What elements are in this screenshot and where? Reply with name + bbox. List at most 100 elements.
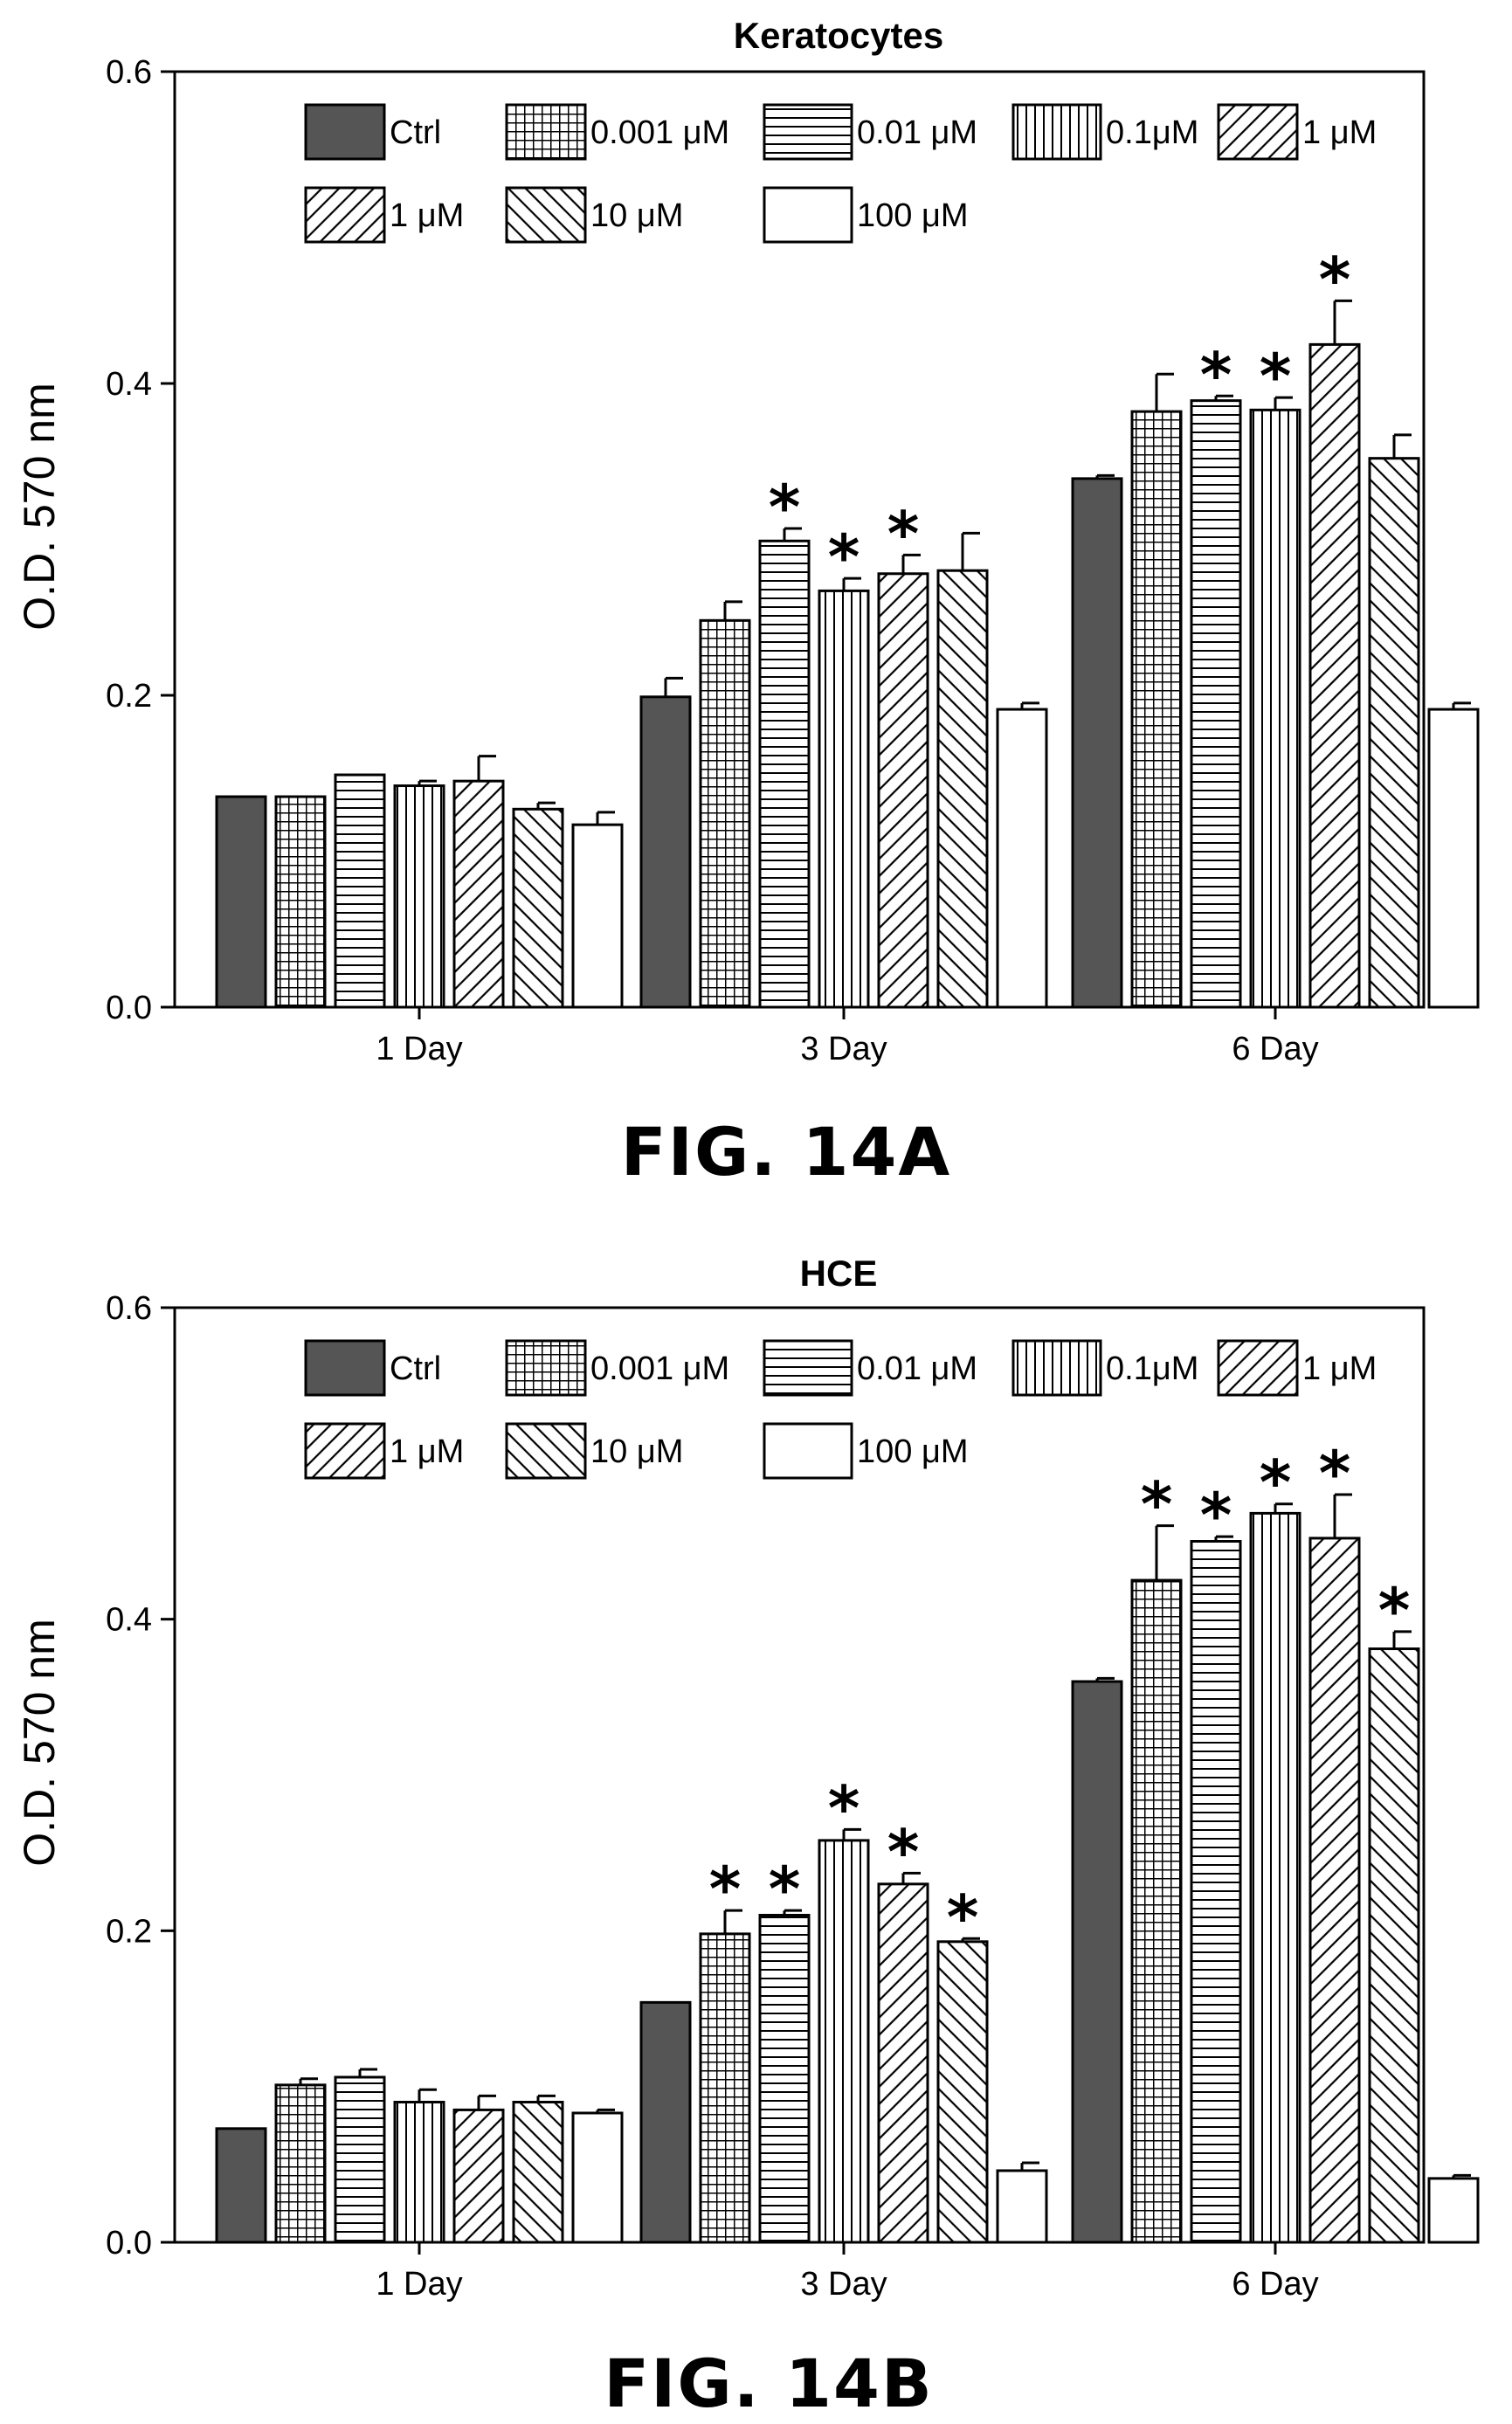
x-tick-label: 3 Day <box>800 1031 887 1067</box>
bar <box>1427 2177 1480 2244</box>
bar <box>215 2127 267 2244</box>
y-axis-ticks: 0.0 0.2 0.4 0.6 <box>106 54 175 1026</box>
legend-label: Ctrl <box>390 1350 441 1387</box>
bar <box>393 784 445 1009</box>
bar <box>758 539 811 1009</box>
x-tick-label: 3 Day <box>800 2266 887 2303</box>
bar <box>877 572 929 1009</box>
chart-hce: HCE O.D. 570 nm 0.0 0.2 0.4 0.6 * * * * * * * * ** … <box>15 1253 1480 2422</box>
bar <box>334 2075 386 2244</box>
bar <box>1249 1511 1301 2244</box>
y-axis-label: O.D. 570 nm <box>15 383 64 630</box>
legend-swatch <box>304 103 386 161</box>
bar <box>699 1932 751 2244</box>
significance-star: * <box>1260 341 1292 412</box>
bar <box>1308 342 1361 1009</box>
bar <box>215 795 267 1009</box>
y-tick-label: 0.0 <box>106 990 152 1026</box>
significance-star: * <box>1200 339 1232 411</box>
x-axis-ticks: 1 Day 3 Day 6 Day <box>376 2242 1319 2303</box>
significance-star: * <box>1378 1575 1411 1647</box>
figure-caption: FIG. 14B <box>604 2345 934 2422</box>
significance-star: * <box>1200 1480 1232 1551</box>
y-tick-label: 0.6 <box>106 54 152 91</box>
legend-swatch <box>505 103 587 161</box>
bar <box>1368 1647 1420 2244</box>
bar <box>758 1914 811 2244</box>
bar <box>274 2083 327 2244</box>
significance-star: * <box>887 1816 920 1888</box>
significance-star: * <box>1319 1438 1351 1509</box>
legend-swatch <box>505 1339 587 1397</box>
bar <box>936 569 989 1009</box>
legend-label: 100 μM <box>857 1433 969 1470</box>
bars-layer: * * * * * * * * * * <box>215 1438 1480 2244</box>
legend-label: 0.001 μM <box>590 1350 729 1387</box>
y-tick-label: 0.0 <box>106 2225 152 2262</box>
legend: Ctrl 0.001 μM 0.01 μM 0.1μM 1 μM 1 μM 10 μM 100… <box>304 1339 1377 1480</box>
bar <box>1190 399 1242 1009</box>
bar <box>699 618 751 1009</box>
bar <box>512 2101 564 2244</box>
legend-swatch <box>1217 1339 1299 1397</box>
legend-swatch <box>304 1422 386 1480</box>
bar <box>1130 410 1183 1009</box>
legend-swatch <box>1011 103 1102 161</box>
chart-keratocytes: Keratocytes O.D. 570 nm 0.00.20.40.6 ***… <box>15 15 1480 1191</box>
significance-star: * <box>887 498 920 570</box>
plot-frame <box>173 1306 1426 2244</box>
plot-frame <box>173 70 1426 1009</box>
significance-star: * <box>947 1882 979 1953</box>
legend-swatch <box>763 103 853 161</box>
chart-title: Keratocytes <box>734 15 943 56</box>
bar <box>639 2000 692 2244</box>
significance-star: * <box>709 1854 742 1925</box>
bar <box>1071 477 1123 1009</box>
significance-star: * <box>1141 1469 1173 1541</box>
legend-label: 10 μM <box>590 197 683 234</box>
legend-swatch <box>505 1422 587 1480</box>
bar <box>1368 457 1420 1009</box>
x-tick-label: 1 Day <box>376 2266 462 2303</box>
legend-label: 1 μM <box>1302 1350 1377 1387</box>
y-tick-label: 0.2 <box>106 1913 152 1950</box>
legend-swatch <box>763 1339 853 1397</box>
legend-swatch <box>1011 1339 1102 1397</box>
y-tick-label: 0.4 <box>106 366 152 403</box>
x-tick-label: 1 Day <box>376 1031 462 1067</box>
x-tick-label: 6 Day <box>1232 1031 1318 1067</box>
bar <box>571 2111 624 2244</box>
legend-swatch <box>763 186 853 244</box>
bar <box>1130 1578 1183 2244</box>
legend-label: 0.1μM <box>1106 1350 1198 1387</box>
bar <box>1308 1537 1361 2244</box>
bar <box>818 1839 870 2244</box>
y-tick-label: 0.4 <box>106 1602 152 1639</box>
legend-swatch <box>505 186 587 244</box>
bar <box>936 1940 989 2244</box>
legend-label: 0.01 μM <box>857 1350 977 1387</box>
bar <box>877 1882 929 2244</box>
legend-label: 1 μM <box>390 1433 464 1470</box>
legend: Ctrl 0.001 μM 0.01 μM 0.1μM 1 μM 1 μM 10 μM 100… <box>304 103 1377 244</box>
bars-layer: * * * * * * <box>215 244 1480 1009</box>
legend-label: 100 μM <box>857 197 969 234</box>
legend-label: 10 μM <box>590 1433 683 1470</box>
legend-swatch <box>304 1339 386 1397</box>
bar <box>334 773 386 1009</box>
legend-label: Ctrl <box>390 114 441 151</box>
bar <box>512 807 564 1009</box>
significance-star: * <box>828 1772 860 1844</box>
y-tick-label: 0.6 <box>106 1290 152 1327</box>
legend-label: 1 μM <box>390 197 464 234</box>
legend-swatch <box>763 1422 853 1480</box>
y-axis-label: O.D. 570 nm <box>15 1619 64 1866</box>
x-axis-ticks: 1 Day 3 Day 6 Day <box>376 1007 1319 1067</box>
legend-label: 0.01 μM <box>857 114 977 151</box>
bar <box>996 2169 1048 2244</box>
x-tick-label: 6 Day <box>1232 2266 1318 2303</box>
legend-label: 0.1μM <box>1106 114 1198 151</box>
bar <box>1249 408 1301 1009</box>
legend-label: 1 μM <box>1302 114 1377 151</box>
